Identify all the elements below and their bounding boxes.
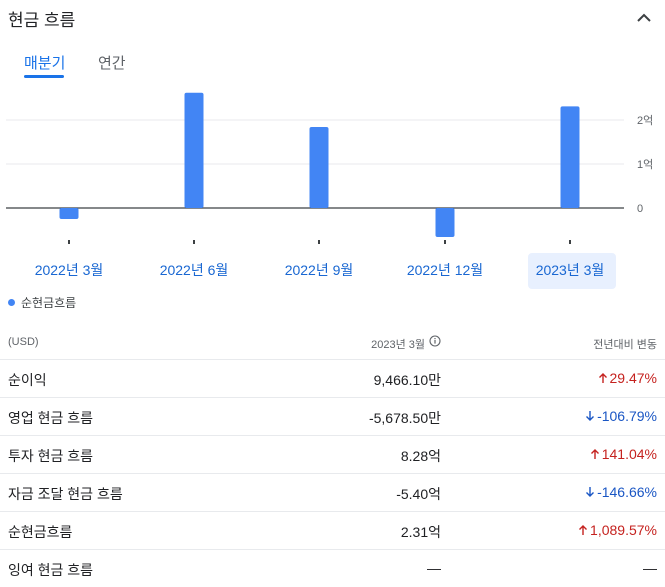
currency-label: (USD) xyxy=(8,336,39,348)
period-header: 2023년 3월 xyxy=(371,339,425,351)
tab-quarterly[interactable]: 매분기 xyxy=(24,52,66,78)
row-value: 2.31억 xyxy=(400,524,441,540)
row-change-value: 1,089.57% xyxy=(590,522,657,538)
x-tick-label[interactable]: 2023년 3월 xyxy=(536,262,605,278)
row-change: — xyxy=(643,560,657,576)
row-change: 1,089.57% xyxy=(577,522,657,538)
tab-annual[interactable]: 연간 xyxy=(98,52,126,73)
row-change-value: -146.66% xyxy=(597,484,657,500)
table-row-investing-cash-flow: 투자 현금 흐름 8.28억 141.04% xyxy=(0,436,665,474)
cash-flow-table: (USD) 2023년 3월 전년대비 변동 순이익 9,466.10만 29.47… xyxy=(0,324,665,587)
bar[interactable] xyxy=(560,106,580,208)
row-label: 투자 현금 흐름 xyxy=(8,448,94,464)
bar[interactable] xyxy=(59,208,79,219)
x-tick-label[interactable]: 2022년 6월 xyxy=(160,262,229,278)
row-value: -5,678.50만 xyxy=(368,410,441,426)
tab-active-indicator xyxy=(24,75,64,78)
section-header: 현금 흐름 xyxy=(8,6,658,30)
row-value: 9,466.10만 xyxy=(373,372,441,388)
row-label: 순현금흐름 xyxy=(8,524,73,540)
bar[interactable] xyxy=(309,127,329,208)
row-change-value: 29.47% xyxy=(609,370,657,386)
legend-dot-icon xyxy=(8,299,15,306)
row-change: 141.04% xyxy=(589,446,657,462)
row-change: 29.47% xyxy=(597,370,657,386)
x-tick-label[interactable]: 2022년 12월 xyxy=(407,262,483,278)
info-icon[interactable] xyxy=(429,335,441,347)
y-tick-label: 2억 xyxy=(637,114,653,127)
selected-category-highlight xyxy=(528,253,616,289)
arrow-up-icon xyxy=(590,449,599,459)
table-row-net-cash-flow: 순현금흐름 2.31억 1,089.57% xyxy=(0,512,665,550)
x-tick-mark xyxy=(569,240,571,244)
chart-legend: 순현금흐름 xyxy=(8,294,76,311)
row-label: 영업 현금 흐름 xyxy=(8,410,94,426)
row-change: -106.79% xyxy=(584,408,657,424)
x-tick-label[interactable]: 2022년 3월 xyxy=(35,262,104,278)
tab-quarterly-label: 매분기 xyxy=(24,55,66,72)
x-tick-mark xyxy=(193,240,195,244)
row-value: 8.28억 xyxy=(400,448,441,464)
x-tick-label[interactable]: 2022년 9월 xyxy=(285,262,354,278)
tab-annual-label: 연간 xyxy=(98,55,126,72)
legend-label: 순현금흐름 xyxy=(21,296,77,310)
x-tick-mark xyxy=(318,240,320,244)
row-label: 자금 조달 현금 흐름 xyxy=(8,486,123,502)
arrow-down-icon xyxy=(586,411,595,421)
x-tick-mark xyxy=(68,240,70,244)
table-row-financing-cash-flow: 자금 조달 현금 흐름 -5.40억 -146.66% xyxy=(0,474,665,512)
bar[interactable] xyxy=(184,92,204,208)
x-tick-mark xyxy=(444,240,446,244)
row-value: — xyxy=(427,560,441,576)
y-tick-label: 0 xyxy=(637,203,643,215)
row-change-value: 141.04% xyxy=(601,446,657,462)
table-row-operating-cash-flow: 영업 현금 흐름 -5,678.50만 -106.79% xyxy=(0,398,665,436)
table-header-row: (USD) 2023년 3월 전년대비 변동 xyxy=(0,324,665,360)
chevron-up-icon[interactable] xyxy=(632,6,656,30)
arrow-up-icon xyxy=(579,525,588,535)
row-change-value: — xyxy=(643,560,657,576)
row-change: -146.66% xyxy=(584,484,657,500)
row-change-value: -106.79% xyxy=(597,408,657,424)
arrow-down-icon xyxy=(586,487,595,497)
y-tick-label: 1억 xyxy=(637,158,653,171)
row-value: -5.40억 xyxy=(396,486,441,502)
change-header: 전년대비 변동 xyxy=(593,339,657,351)
arrow-up-icon xyxy=(598,373,607,383)
row-label: 순이익 xyxy=(8,372,47,388)
table-row-free-cash-flow: 잉여 현금 흐름 — — xyxy=(0,550,665,587)
section-title: 현금 흐름 xyxy=(8,11,76,30)
cash-flow-chart: 0 1억 2억 2022년 3월 2022년 6월 2022년 9월 2022년 12월 20… xyxy=(6,92,653,289)
bar[interactable] xyxy=(435,208,455,238)
table-row-net-income: 순이익 9,466.10만 29.47% xyxy=(0,360,665,398)
row-label: 잉여 현금 흐름 xyxy=(8,562,94,578)
